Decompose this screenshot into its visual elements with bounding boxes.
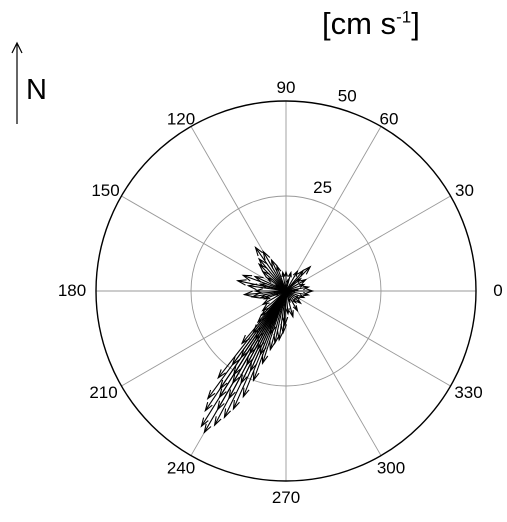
north-arrow-icon xyxy=(11,41,23,124)
angle-label-330: 330 xyxy=(454,383,482,402)
radial-label-50: 50 xyxy=(338,87,357,106)
vector-arrow xyxy=(276,264,287,292)
vector-arrow xyxy=(283,270,289,291)
angle-label-300: 300 xyxy=(377,459,405,478)
vector-arrow xyxy=(274,284,287,292)
polar-grid xyxy=(95,100,477,482)
vector-arrow xyxy=(253,288,286,294)
angle-label-150: 150 xyxy=(91,181,119,200)
vector-arrow xyxy=(285,278,308,292)
vector-arrow xyxy=(285,277,303,292)
vector-arrow xyxy=(241,274,287,292)
radial-tick-labels: 25 50 xyxy=(313,87,357,198)
vector-arrow xyxy=(246,283,287,292)
vector-arrow xyxy=(257,257,287,292)
unit-label: [cm s-1] xyxy=(322,6,420,41)
vector-arrow xyxy=(252,290,287,335)
angle-label-120: 120 xyxy=(167,110,195,129)
angle-label-180: 180 xyxy=(58,281,86,300)
vector-arrow xyxy=(242,290,287,298)
vector-arrow xyxy=(281,290,289,327)
angle-label-90: 90 xyxy=(277,78,296,97)
vector-arrow xyxy=(273,290,287,296)
vector-arrow xyxy=(269,290,287,319)
vector-arrow xyxy=(285,269,305,292)
vector-arrow xyxy=(285,290,290,316)
vector-arrow xyxy=(262,249,287,292)
vector-arrow xyxy=(258,283,287,292)
vector-arrow xyxy=(281,270,287,292)
vector-arrow xyxy=(285,278,289,292)
ring-25 xyxy=(190,195,382,387)
vector-arrow xyxy=(261,290,287,312)
vector-arrow xyxy=(257,262,287,292)
vector-arrow xyxy=(285,290,291,304)
vector-arrow xyxy=(285,290,299,313)
vector-series xyxy=(200,245,315,435)
vector-arrow xyxy=(285,290,297,304)
angle-label-210: 210 xyxy=(89,383,117,402)
angle-label-240: 240 xyxy=(167,459,195,478)
vector-arrow xyxy=(285,269,299,292)
vector-arrow xyxy=(254,245,287,292)
angle-label-0: 0 xyxy=(493,281,502,300)
vector-arrow xyxy=(283,290,287,304)
angle-tick-labels: 0 30 60 90 120 150 180 210 240 270 300 330 xyxy=(58,78,503,507)
angle-label-60: 60 xyxy=(380,110,399,129)
outer-ring xyxy=(95,100,477,482)
angle-label-270: 270 xyxy=(272,488,300,507)
vector-arrow xyxy=(285,290,296,293)
angle-label-30: 30 xyxy=(455,181,474,200)
vector-arrow xyxy=(285,283,306,292)
north-label: N xyxy=(26,74,47,106)
vector-arrow xyxy=(285,290,301,300)
vector-arrow xyxy=(269,290,287,336)
vector-arrow xyxy=(261,290,287,306)
radial-label-25: 25 xyxy=(313,178,332,197)
